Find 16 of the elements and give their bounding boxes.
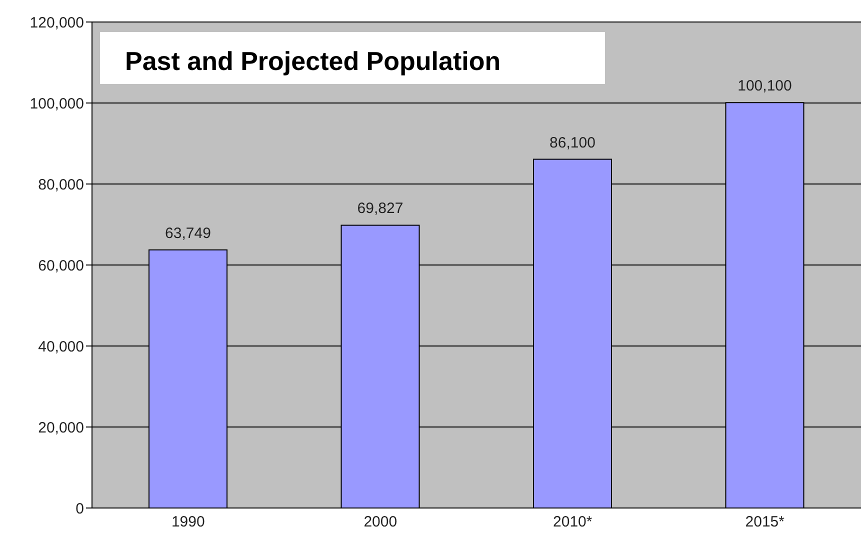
y-tick-label: 120,000 <box>30 14 84 32</box>
data-label: 69,827 <box>357 200 404 218</box>
x-tick-label: 2000 <box>364 514 398 531</box>
y-tick-label: 80,000 <box>38 176 84 194</box>
y-tick-label: 100,000 <box>30 95 84 112</box>
x-tick-label: 2010* <box>553 514 592 531</box>
data-label: 63,749 <box>165 224 211 242</box>
data-label: 86,100 <box>550 134 596 152</box>
x-tick-label: 1990 <box>171 514 205 531</box>
data-label: 100,100 <box>738 78 792 95</box>
y-tick-label: 40,000 <box>38 338 84 356</box>
y-tick-label: 60,000 <box>38 257 84 274</box>
x-tick-label: 2015* <box>745 514 785 531</box>
y-tick-label: 20,000 <box>38 419 84 436</box>
y-tick-label: 0 <box>76 500 84 518</box>
title-box: Past and Projected Population <box>100 32 605 84</box>
